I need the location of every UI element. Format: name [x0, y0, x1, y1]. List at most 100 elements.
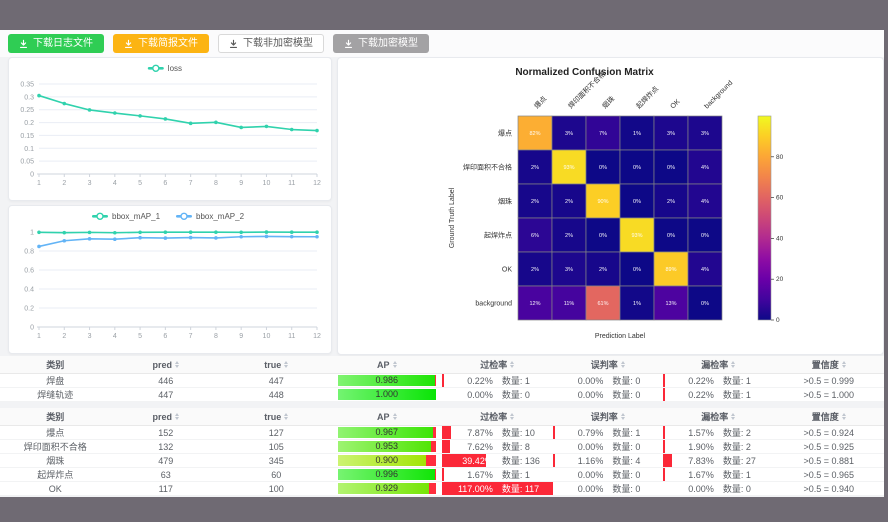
rate-percent: 7.87% [467, 427, 493, 438]
x-tick-label: 6 [163, 333, 167, 340]
legend-item-bbox_mAP_2[interactable]: bbox_mAP_2 [176, 212, 245, 221]
rate-bar [663, 440, 666, 453]
cell-value: 3% [701, 131, 709, 137]
cell-value: 90% [597, 199, 608, 205]
cell-over-rate: 0.22% 数量: 1 [442, 373, 553, 388]
caret-up-icon [731, 361, 736, 364]
cell-confidence: >0.5 = 0.881 [773, 453, 884, 468]
column-header-true[interactable]: true [221, 356, 332, 374]
rate-percent: 39.42% [462, 455, 493, 466]
table-row: 爆点 152 127 0.967 7.87% 数量: 10 0.79% 数量: 1 1.57% 数… [0, 425, 884, 440]
sort-icon[interactable] [284, 413, 289, 420]
caret-down-icon [841, 417, 846, 420]
data-point [37, 93, 41, 98]
ap-bar: 0.900 [337, 455, 436, 466]
rate-count: 数量: 1 [612, 428, 641, 438]
cell-value: 4% [701, 199, 709, 205]
y-tick-label: 0.25 [20, 107, 34, 114]
header-row: 类别 pred true AP 过检率 误判率 漏检率 置信度 [0, 356, 884, 374]
column-header-置信度[interactable]: 置信度 [773, 356, 884, 374]
sort-icon[interactable] [175, 413, 179, 420]
cell-misjudge-rate: 1.16% 数量: 4 [552, 453, 663, 468]
button-download-log-file[interactable]: 下载日志文件 [8, 34, 104, 53]
caret-up-icon [731, 413, 736, 416]
column-header-AP[interactable]: AP [331, 408, 442, 426]
data-point [239, 125, 243, 130]
data-point [289, 127, 294, 132]
data-point [214, 120, 218, 125]
column-header-误判率[interactable]: 误判率 [552, 408, 663, 426]
legend-item-loss[interactable]: loss [147, 64, 182, 73]
data-point [289, 230, 294, 234]
col-label: OK [669, 98, 681, 110]
x-tick-label: 2 [62, 180, 66, 187]
column-header-pred[interactable]: pred [110, 408, 221, 426]
x-tick-label: 7 [189, 333, 193, 340]
column-header-过检率[interactable]: 过检率 [442, 408, 553, 426]
sort-icon[interactable] [841, 361, 846, 368]
sort-icon[interactable] [175, 361, 179, 368]
sort-icon[interactable] [731, 413, 736, 420]
data-point [62, 101, 67, 106]
column-header-label: 类别 [46, 412, 65, 422]
metrics-table: 类别 pred true AP 过检率 误判率 漏检率 置信度 爆点 152 127 0.967 7.8… [0, 408, 884, 496]
matrix-cell [585, 217, 621, 253]
rate-count: 数量: 10 [501, 428, 535, 438]
metrics-table-group: 类别 pred true AP 过检率 误判率 漏检率 置信度 焊盘 446 447 0.986 0.2… [0, 356, 884, 402]
sort-icon[interactable] [392, 361, 397, 368]
cell-category: 焊印面积不合格 [0, 439, 111, 454]
matrix-cell [517, 149, 553, 185]
x-tick-label: 6 [163, 180, 167, 187]
x-tick-label: 11 [288, 333, 295, 340]
cell-value: 7% [599, 131, 607, 137]
rate-bar [442, 374, 444, 387]
colorbar-tick: 80 [776, 154, 784, 161]
sort-icon[interactable] [620, 361, 625, 368]
x-tick-label: 12 [313, 180, 321, 187]
sort-icon[interactable] [620, 413, 625, 420]
sort-icon[interactable] [510, 361, 515, 368]
cell-confidence: >0.5 = 0.925 [773, 439, 884, 454]
rate-count: 数量: 27 [722, 456, 756, 466]
sort-icon[interactable] [510, 413, 515, 420]
sort-icon[interactable] [392, 413, 397, 420]
ap-value: 1.000 [375, 389, 399, 399]
cell-value: 2% [565, 199, 573, 205]
cell-ap: 0.996 [331, 467, 442, 482]
data-point [37, 244, 41, 249]
data-point [289, 234, 294, 239]
button-download-plain-model[interactable]: 下载非加密模型 [218, 34, 324, 53]
button-download-encrypted-model[interactable]: 下载加密模型 [333, 34, 429, 53]
column-header-label: 类别 [46, 360, 65, 370]
column-header-误判率[interactable]: 误判率 [552, 356, 663, 374]
sort-icon[interactable] [284, 361, 289, 368]
column-header-漏检率[interactable]: 漏检率 [663, 408, 774, 426]
button-download-report-file[interactable]: 下载简报文件 [113, 34, 209, 53]
cell-ap: 0.967 [331, 425, 442, 440]
column-header-true[interactable]: true [221, 408, 332, 426]
rate-count: 数量: 2 [722, 442, 751, 452]
cell-over-rate: 117.00% 数量: 117 [442, 481, 553, 496]
matrix-cell [653, 217, 689, 253]
column-header-漏检率[interactable]: 漏检率 [663, 356, 774, 374]
caret-down-icon [392, 417, 397, 420]
cell-confidence: >0.5 = 0.965 [773, 467, 884, 482]
column-header-AP[interactable]: AP [331, 356, 442, 374]
cell-misjudge-rate: 0.00% 数量: 0 [552, 439, 663, 454]
matrix-cell [619, 115, 655, 151]
sort-icon[interactable] [731, 361, 736, 368]
column-header-pred[interactable]: pred [110, 356, 221, 374]
table-row: 烟珠 479 345 0.900 39.42% 数量: 136 1.16% 数量: 4 7.83… [0, 453, 884, 468]
column-header-过检率[interactable]: 过检率 [442, 356, 553, 374]
sort-icon[interactable] [841, 413, 846, 420]
rate-count: 数量: 0 [612, 376, 641, 386]
col-label: 爆点 [532, 94, 548, 110]
row-label: OK [502, 267, 512, 274]
cell-value: 2% [531, 165, 539, 171]
column-header-置信度[interactable]: 置信度 [773, 408, 884, 426]
matrix-cell [551, 285, 587, 321]
caret-down-icon [175, 365, 179, 368]
caret-down-icon [510, 365, 515, 368]
legend-item-bbox_mAP_1[interactable]: bbox_mAP_1 [92, 212, 161, 221]
